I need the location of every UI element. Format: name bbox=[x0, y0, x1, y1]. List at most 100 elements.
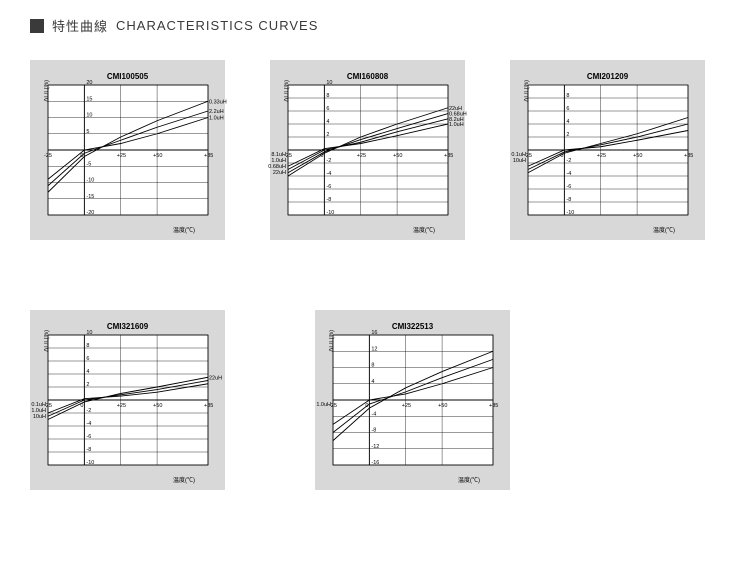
chart-panel: CMI160808-10-8-6-4-2246810-250+25+50+852… bbox=[270, 60, 465, 240]
y-axis-label: ΔL/L(%) bbox=[329, 330, 335, 352]
svg-text:10uH: 10uH bbox=[32, 414, 45, 420]
svg-text:2.2uH: 2.2uH bbox=[209, 109, 224, 115]
svg-text:8: 8 bbox=[371, 363, 374, 369]
svg-text:-4: -4 bbox=[566, 171, 571, 177]
section-header: 特性曲線 CHARACTERISTICS CURVES bbox=[0, 0, 750, 35]
x-axis-label: 温度(℃) bbox=[653, 225, 675, 234]
svg-text:-4: -4 bbox=[326, 171, 331, 177]
charts-row-2: CMI321609-10-8-6-4-2246810-250+25+50+852… bbox=[30, 310, 720, 490]
svg-text:+50: +50 bbox=[393, 153, 402, 159]
svg-text:-4: -4 bbox=[86, 421, 91, 427]
svg-text:+25: +25 bbox=[116, 153, 125, 159]
chart-title: CMI160808 bbox=[347, 72, 388, 81]
svg-text:+85: +85 bbox=[204, 153, 213, 159]
svg-text:-6: -6 bbox=[566, 184, 571, 190]
svg-text:-8: -8 bbox=[371, 428, 376, 434]
charts-row-1: CMI100505-20-15-10-55101520-250+25+50+85… bbox=[30, 60, 720, 240]
svg-text:10: 10 bbox=[326, 80, 332, 86]
svg-text:-10: -10 bbox=[86, 178, 94, 184]
svg-text:16: 16 bbox=[371, 330, 377, 336]
chart-panel: CMI100505-20-15-10-55101520-250+25+50+85… bbox=[30, 60, 225, 240]
svg-text:-8: -8 bbox=[326, 197, 331, 203]
svg-text:+25: +25 bbox=[116, 403, 125, 409]
chart-title: CMI321609 bbox=[107, 322, 148, 331]
svg-text:4: 4 bbox=[326, 119, 329, 125]
svg-text:2: 2 bbox=[566, 132, 569, 138]
svg-text:5: 5 bbox=[86, 129, 89, 135]
svg-text:0.33uH: 0.33uH bbox=[209, 99, 227, 105]
svg-text:-10: -10 bbox=[86, 460, 94, 466]
svg-text:8: 8 bbox=[326, 93, 329, 99]
svg-text:2: 2 bbox=[326, 132, 329, 138]
y-axis-label: ΔL/L(%) bbox=[44, 330, 50, 352]
chart-area: -10-8-6-4-2246810-250+25+50+8522uH0.1uH1… bbox=[48, 335, 208, 465]
svg-text:1.0uH: 1.0uH bbox=[449, 122, 464, 128]
x-axis-label: 温度(℃) bbox=[173, 225, 195, 234]
svg-text:-16: -16 bbox=[371, 460, 379, 466]
svg-text:2: 2 bbox=[86, 382, 89, 388]
chart-area: -10-8-6-4-22468-250+25+50+850.1uH10uH bbox=[528, 85, 688, 215]
svg-text:-2: -2 bbox=[86, 408, 91, 414]
chart-title: CMI100505 bbox=[107, 72, 148, 81]
chart-panel: CMI321609-10-8-6-4-2246810-250+25+50+852… bbox=[30, 310, 225, 490]
svg-text:+50: +50 bbox=[633, 153, 642, 159]
x-axis-label: 温度(℃) bbox=[173, 475, 195, 484]
svg-text:1.0uH: 1.0uH bbox=[209, 116, 224, 122]
svg-text:-4: -4 bbox=[371, 411, 376, 417]
chart-title: CMI201209 bbox=[587, 72, 628, 81]
svg-text:10: 10 bbox=[86, 113, 92, 119]
svg-text:+85: +85 bbox=[444, 153, 453, 159]
svg-text:-2: -2 bbox=[566, 158, 571, 164]
svg-text:+25: +25 bbox=[356, 153, 365, 159]
svg-text:-10: -10 bbox=[326, 210, 334, 216]
chart-panel: CMI201209-10-8-6-4-22468-250+25+50+850.1… bbox=[510, 60, 705, 240]
svg-text:1.0uH: 1.0uH bbox=[316, 402, 331, 408]
x-axis-label: 温度(℃) bbox=[413, 225, 435, 234]
header-title-cn: 特性曲線 bbox=[52, 16, 108, 35]
svg-text:+25: +25 bbox=[401, 403, 410, 409]
svg-text:-25: -25 bbox=[44, 153, 52, 159]
svg-text:-12: -12 bbox=[371, 444, 379, 450]
header-title-en: CHARACTERISTICS CURVES bbox=[116, 18, 318, 33]
chart-title: CMI322513 bbox=[392, 322, 433, 331]
svg-text:22uH: 22uH bbox=[272, 170, 285, 176]
svg-text:+50: +50 bbox=[438, 403, 447, 409]
svg-text:6: 6 bbox=[86, 356, 89, 362]
svg-text:10uH: 10uH bbox=[512, 158, 525, 164]
chart-area: -10-8-6-4-2246810-250+25+50+8522uH0.68uH… bbox=[288, 85, 448, 215]
svg-text:-5: -5 bbox=[86, 161, 91, 167]
svg-text:20: 20 bbox=[86, 80, 92, 86]
svg-text:10: 10 bbox=[86, 330, 92, 336]
charts-grid: CMI100505-20-15-10-55101520-250+25+50+85… bbox=[30, 60, 720, 490]
svg-text:4: 4 bbox=[371, 379, 374, 385]
svg-text:22uH: 22uH bbox=[209, 375, 222, 381]
header-bullet-icon bbox=[30, 19, 44, 33]
svg-text:-2: -2 bbox=[326, 158, 331, 164]
x-axis-label: 温度(℃) bbox=[458, 475, 480, 484]
svg-text:+50: +50 bbox=[153, 403, 162, 409]
svg-text:-15: -15 bbox=[86, 194, 94, 200]
svg-text:6: 6 bbox=[566, 106, 569, 112]
chart-area: -20-15-10-55101520-250+25+50+850.33uH2.2… bbox=[48, 85, 208, 215]
svg-text:8: 8 bbox=[86, 343, 89, 349]
chart-area: -16-12-8-4481216-250+25+50+851.0uH bbox=[333, 335, 493, 465]
svg-text:-8: -8 bbox=[86, 447, 91, 453]
svg-text:+85: +85 bbox=[204, 403, 213, 409]
svg-text:-6: -6 bbox=[86, 434, 91, 440]
svg-text:+50: +50 bbox=[153, 153, 162, 159]
y-axis-label: ΔL/L(%) bbox=[524, 80, 530, 102]
svg-text:15: 15 bbox=[86, 96, 92, 102]
svg-text:+85: +85 bbox=[684, 153, 693, 159]
svg-text:+25: +25 bbox=[596, 153, 605, 159]
svg-text:-8: -8 bbox=[566, 197, 571, 203]
y-axis-label: ΔL/L(%) bbox=[284, 80, 290, 102]
svg-text:8: 8 bbox=[566, 93, 569, 99]
svg-text:-10: -10 bbox=[566, 210, 574, 216]
chart-panel: CMI322513-16-12-8-4481216-250+25+50+851.… bbox=[315, 310, 510, 490]
y-axis-label: ΔL/L(%) bbox=[44, 80, 50, 102]
svg-text:6: 6 bbox=[326, 106, 329, 112]
svg-text:+85: +85 bbox=[489, 403, 498, 409]
svg-text:4: 4 bbox=[86, 369, 89, 375]
svg-text:-6: -6 bbox=[326, 184, 331, 190]
svg-text:-20: -20 bbox=[86, 210, 94, 216]
